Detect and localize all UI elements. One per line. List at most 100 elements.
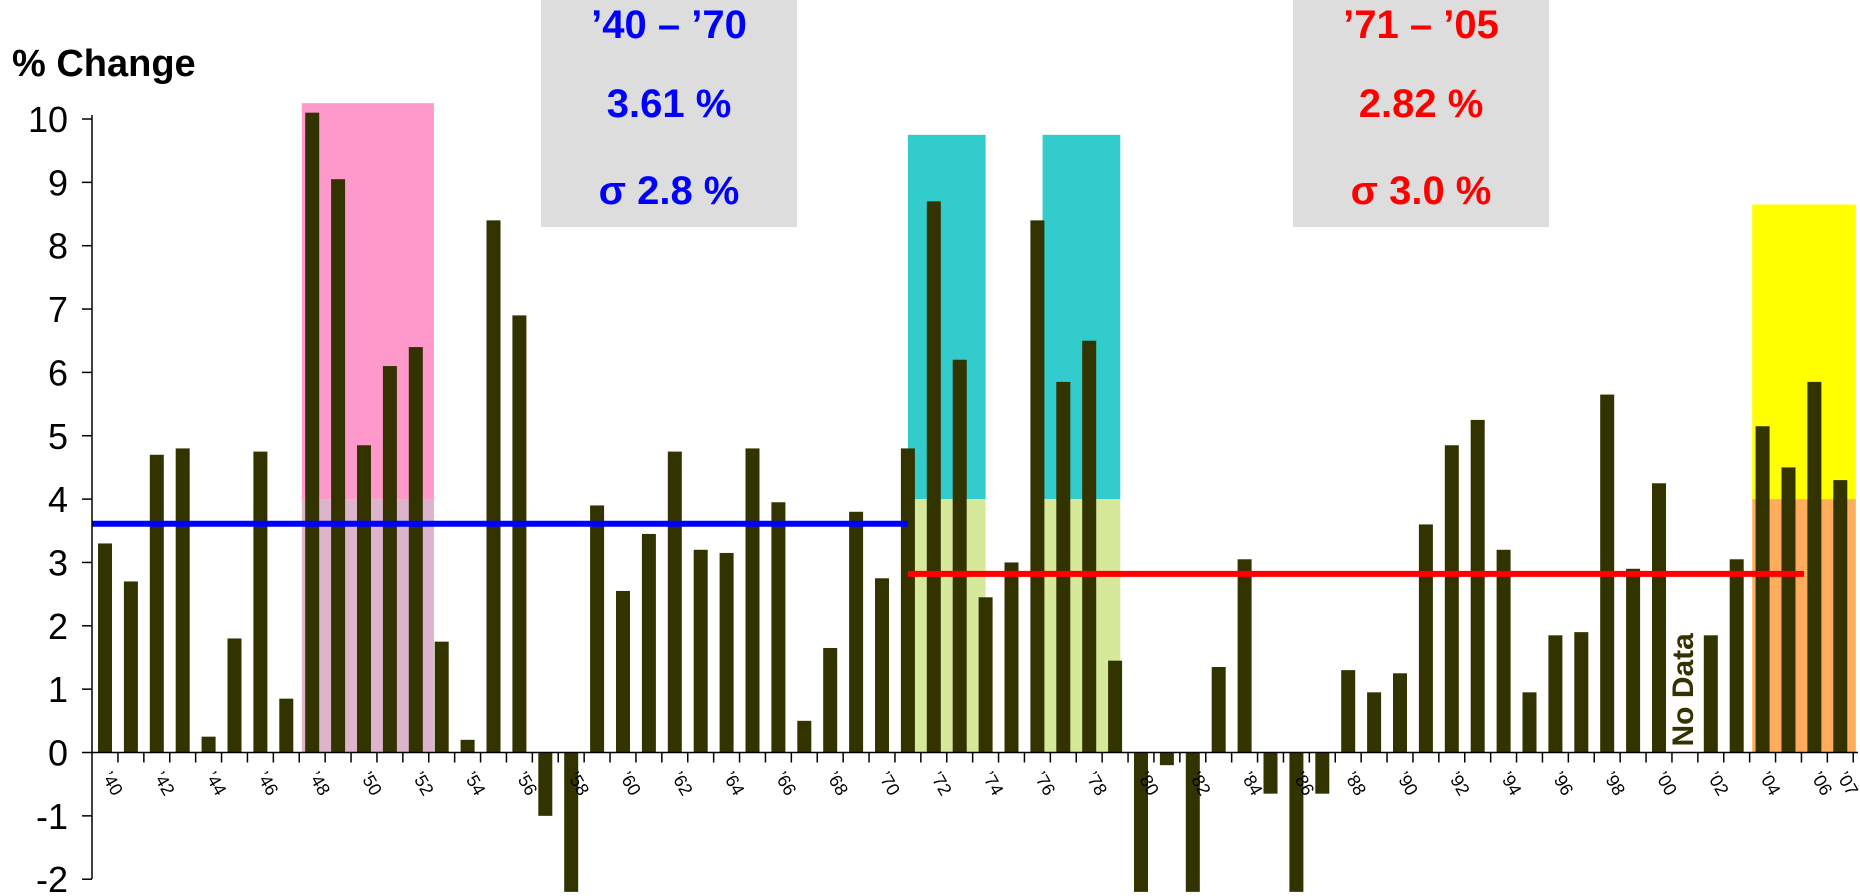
bar-1983 — [1211, 666, 1226, 753]
bar-1960 — [616, 590, 630, 753]
stat-period: ’71 – ’05 — [1343, 3, 1499, 47]
x-tick-label: ’60 — [616, 768, 645, 799]
bar-2000 — [1652, 483, 1666, 753]
x-tick-label: ’00 — [1652, 768, 1681, 799]
x-tick-label: ’07 — [1833, 768, 1860, 799]
bar-1948 — [305, 112, 320, 753]
y-tick-label: 0 — [48, 733, 68, 774]
x-tick-label: ’04 — [1755, 768, 1784, 799]
bar-1970 — [875, 578, 889, 753]
y-tick-label: 5 — [48, 416, 68, 457]
shaded-region-lower — [1042, 499, 1121, 753]
y-tick-label: 4 — [48, 479, 68, 520]
bar-1984 — [1237, 559, 1252, 753]
y-tick-label: 3 — [48, 542, 68, 583]
bar-1944 — [201, 736, 216, 753]
bar-1982 — [1185, 752, 1200, 892]
bar-1969 — [849, 511, 864, 753]
bar-1972 — [926, 201, 941, 753]
x-tick-label: ’74 — [978, 768, 1007, 799]
bar-1965 — [745, 448, 760, 753]
y-tick-label: 2 — [48, 606, 68, 647]
bar-1975 — [1004, 562, 1019, 753]
bar-1943 — [175, 448, 190, 753]
bar-1985 — [1263, 752, 1278, 794]
x-tick-label: ’94 — [1496, 768, 1525, 799]
bar-1959 — [590, 505, 605, 753]
x-tick-label: ’72 — [926, 768, 955, 799]
bar-1955 — [486, 220, 501, 753]
bar-1973 — [952, 359, 967, 753]
bar-1987 — [1315, 752, 1330, 794]
bar-1996 — [1548, 635, 1563, 753]
bar-1963 — [693, 549, 708, 753]
x-tick-label: ’48 — [305, 768, 334, 799]
y-tick-label: 8 — [48, 226, 68, 267]
average-lines — [92, 520, 1805, 577]
bar-1989 — [1367, 692, 1382, 753]
bar-1979 — [1108, 660, 1123, 753]
bar-1947 — [279, 698, 294, 753]
bar-2002 — [1703, 635, 1718, 753]
bar-1977 — [1056, 381, 1071, 753]
stat-sigma: σ 3.0 % — [1351, 169, 1492, 213]
y-tick-label: 7 — [48, 289, 68, 330]
bar-1950 — [357, 445, 371, 753]
bar-2005 — [1781, 467, 1796, 753]
bar-1953 — [434, 641, 449, 753]
bar-1952 — [408, 347, 423, 753]
bar-1942 — [149, 454, 164, 753]
x-tick-label: ’56 — [512, 768, 541, 799]
bar-1962 — [667, 451, 682, 753]
bar-2007 — [1833, 480, 1848, 753]
bar-1990 — [1393, 673, 1407, 753]
bar-1964 — [719, 552, 734, 753]
bar-1980 — [1134, 752, 1148, 892]
bar-1994 — [1496, 549, 1511, 753]
y-tick-label: 6 — [48, 352, 68, 393]
bar-2006 — [1807, 381, 1822, 753]
x-tick-label: ’62 — [667, 768, 696, 799]
bar-1991 — [1418, 524, 1433, 753]
bar-1993 — [1470, 419, 1485, 753]
bar-1956 — [512, 315, 527, 753]
bar-1958 — [564, 752, 579, 892]
bar-1978 — [1082, 340, 1097, 753]
bar-1995 — [1522, 692, 1537, 753]
x-tick-label: ’76 — [1030, 768, 1059, 799]
bar-1940 — [98, 543, 112, 753]
bar-1992 — [1444, 445, 1459, 753]
bar-1961 — [641, 533, 656, 753]
stat-sigma: σ 2.8 % — [599, 169, 740, 213]
x-tick-label: ’42 — [149, 768, 178, 799]
x-tick-label: ’66 — [771, 768, 800, 799]
x-tick-label: ’96 — [1548, 768, 1577, 799]
stat-period: ’40 – ’70 — [591, 3, 747, 47]
shaded-regions — [301, 103, 1856, 753]
bar-1966 — [771, 502, 786, 753]
bar-1941 — [123, 581, 138, 753]
y-tick-label: 10 — [28, 99, 68, 140]
x-tick-label: ’40 — [98, 768, 127, 799]
bar-1957 — [538, 752, 553, 816]
stat-box-background — [1293, 0, 1549, 227]
x-tick-label: ’46 — [253, 768, 282, 799]
x-tick-label: ’68 — [823, 768, 852, 799]
stat-boxes: ’40 – ’70 3.61 % σ 2.8 % ’71 – ’05 2.82 … — [541, 0, 1549, 227]
bar-1981 — [1159, 752, 1174, 766]
x-tick-label: ’70 — [875, 768, 904, 799]
x-tick-label: ’54 — [460, 768, 489, 799]
y-tick-label: -2 — [36, 859, 68, 896]
y-axis: -2 -1 0 1 2 3 4 5 6 7 8 9 10 — [28, 99, 93, 896]
bar-1971 — [900, 448, 915, 753]
stat-box-1940-1970: ’40 – ’70 3.61 % σ 2.8 % — [541, 0, 797, 227]
x-tick-label: ’50 — [357, 768, 386, 799]
shaded-region-lower — [907, 499, 986, 753]
bar-1954 — [460, 739, 475, 753]
y-axis-label: % Change — [12, 43, 196, 85]
bar-1974 — [978, 597, 993, 753]
bar-1997 — [1574, 632, 1589, 753]
x-tick-label: ’90 — [1393, 768, 1422, 799]
x-tick-label: ’06 — [1807, 768, 1836, 799]
